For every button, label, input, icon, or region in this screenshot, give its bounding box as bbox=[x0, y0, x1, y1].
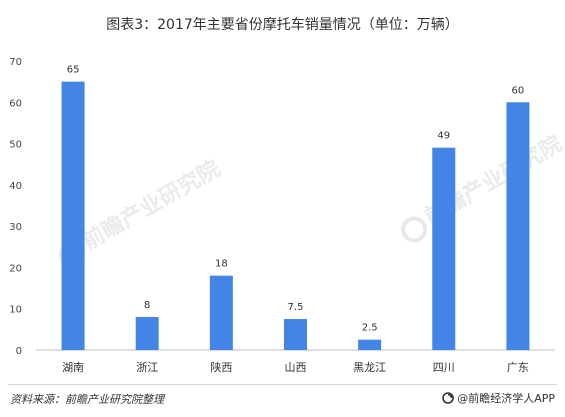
category-label: 陕西 bbox=[210, 360, 232, 374]
bar-4 bbox=[358, 339, 382, 350]
data-label: 7.5 bbox=[288, 302, 304, 313]
y-tick-label: 0 bbox=[16, 346, 22, 357]
y-tick-label: 70 bbox=[9, 57, 22, 68]
y-tick-label: 40 bbox=[9, 181, 22, 192]
y-tick-label: 50 bbox=[9, 140, 22, 151]
y-tick-label: 60 bbox=[9, 98, 22, 109]
category-label: 黑龙江 bbox=[353, 361, 386, 374]
y-tick-label: 10 bbox=[9, 305, 22, 316]
category-label: 浙江 bbox=[136, 361, 158, 374]
bar-6 bbox=[506, 102, 530, 351]
bar-5 bbox=[432, 147, 456, 350]
source-note: 资料来源：前瞻产业研究院整理 bbox=[10, 393, 164, 406]
x-axis-labels: 湖南 浙江 陕西 山西 黑龙江 四川 广东 bbox=[62, 360, 529, 374]
category-label: 四川 bbox=[433, 361, 455, 374]
category-label: 山西 bbox=[285, 361, 307, 374]
brand-logo-icon bbox=[442, 392, 455, 404]
category-label: 广东 bbox=[507, 361, 529, 374]
bars bbox=[61, 81, 530, 351]
data-label: 65 bbox=[67, 65, 80, 76]
bar-chart: 0 10 20 30 40 50 60 70 65 8 18 7.5 2.5 49 60 湖南 浙江 陕西 山西… bbox=[9, 57, 555, 374]
data-label: 8 bbox=[144, 300, 150, 311]
data-label: 49 bbox=[437, 131, 450, 142]
bar-0 bbox=[61, 81, 85, 351]
category-label: 湖南 bbox=[62, 361, 84, 374]
brand-text: @前瞻经济学人APP bbox=[457, 392, 555, 405]
y-axis: 0 10 20 30 40 50 60 70 bbox=[9, 57, 22, 357]
y-tick-label: 20 bbox=[9, 263, 22, 274]
value-labels: 65 8 18 7.5 2.5 49 60 bbox=[67, 65, 525, 334]
bar-1 bbox=[135, 316, 159, 350]
y-tick-label: 30 bbox=[9, 222, 22, 233]
bar-2 bbox=[209, 275, 233, 350]
bar-3 bbox=[284, 319, 307, 350]
footer-divider bbox=[8, 384, 557, 385]
brand-line: @前瞻经济学人APP bbox=[442, 390, 555, 406]
chart-title: 图表3：2017年主要省份摩托车销量情况（单位：万辆） bbox=[106, 17, 459, 33]
data-label: 60 bbox=[512, 85, 525, 96]
data-label: 2.5 bbox=[362, 323, 378, 334]
data-label: 18 bbox=[215, 259, 228, 270]
